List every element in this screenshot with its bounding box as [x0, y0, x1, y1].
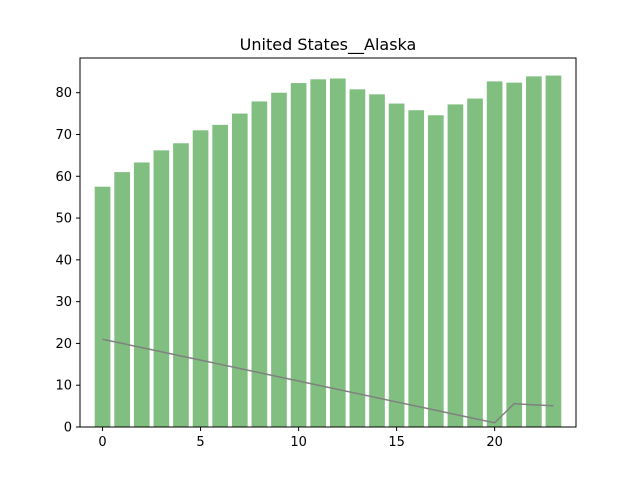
bar-7 — [231, 113, 248, 427]
chart-title: United States__Alaska — [240, 35, 417, 55]
bar-12 — [329, 78, 346, 427]
y-tick-label-20: 20 — [55, 337, 72, 352]
bar-19 — [467, 98, 483, 427]
bar-11 — [310, 79, 327, 427]
bar-15 — [388, 103, 405, 428]
y-tick-label-10: 10 — [55, 379, 72, 394]
axes: 0 5 10 15 20 0 10 20 30 40 50 60 70 80 — [55, 57, 577, 450]
x-tick-label-0: 0 — [98, 435, 106, 450]
line-series — [102, 338, 554, 424]
line-series-path — [102, 338, 554, 424]
y-tick-label-70: 70 — [55, 128, 72, 143]
bar-16 — [408, 110, 425, 428]
y-tick-label-60: 60 — [55, 170, 72, 185]
bar-9 — [271, 92, 287, 427]
y-tick-label-30: 30 — [55, 295, 72, 310]
bar-5 — [192, 130, 209, 428]
bar-0 — [94, 186, 111, 427]
bar-22 — [526, 76, 542, 427]
bar-10 — [290, 83, 307, 427]
bar-4 — [173, 143, 189, 427]
y-tick-label-50: 50 — [55, 212, 72, 227]
bar-2 — [133, 162, 150, 427]
bar-8 — [251, 101, 268, 428]
x-tick-label-15: 15 — [388, 435, 405, 450]
x-tick-label-20: 20 — [486, 435, 503, 450]
bar-18 — [447, 104, 464, 427]
y-tick-label-40: 40 — [55, 253, 72, 268]
bar-17 — [427, 115, 444, 427]
x-tick-label-5: 5 — [196, 435, 204, 450]
y-tick-label-80: 80 — [55, 86, 72, 101]
bar-14 — [369, 94, 385, 428]
bar-1 — [114, 172, 130, 427]
bar-13 — [349, 89, 366, 427]
bar-20 — [486, 81, 503, 428]
bar-21 — [506, 82, 523, 427]
x-tick-label-10: 10 — [290, 435, 307, 450]
plot-frame — [79, 57, 577, 428]
bar-6 — [212, 124, 229, 428]
bar-3 — [153, 150, 170, 427]
bar-23 — [545, 75, 562, 428]
y-tick-label-0: 0 — [64, 421, 72, 436]
